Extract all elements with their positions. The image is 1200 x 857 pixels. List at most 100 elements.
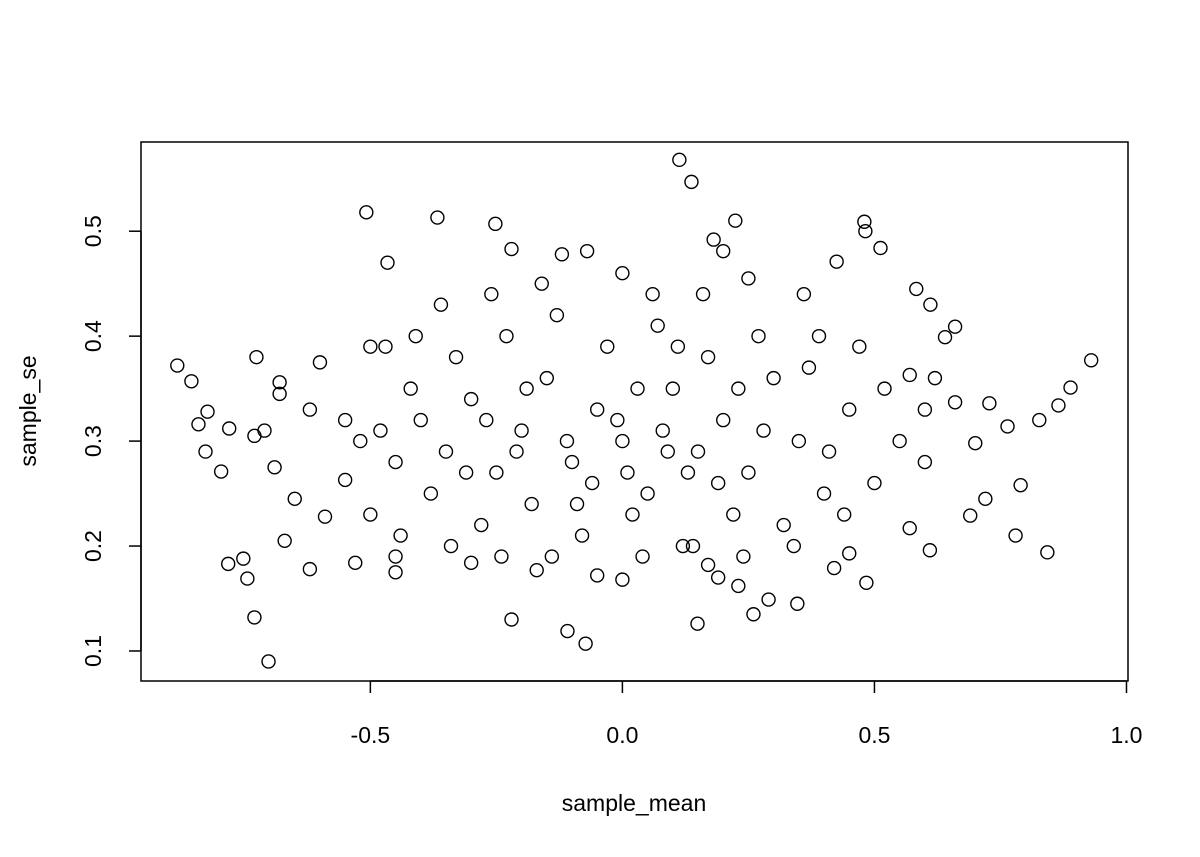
plot-box	[140, 141, 1129, 682]
point	[388, 549, 403, 564]
point	[610, 412, 625, 428]
point	[947, 319, 963, 334]
point	[257, 423, 272, 438]
point	[564, 454, 580, 470]
point	[378, 339, 393, 354]
point	[922, 543, 938, 558]
point	[982, 396, 997, 411]
point	[312, 355, 328, 370]
point	[655, 423, 670, 438]
point	[756, 423, 771, 438]
point	[867, 475, 882, 491]
point	[423, 486, 439, 501]
point	[726, 507, 741, 522]
point	[359, 205, 374, 220]
point	[706, 232, 721, 247]
point	[700, 349, 716, 365]
point	[380, 255, 395, 270]
point	[968, 435, 983, 451]
x-tick-label: 1.0	[1110, 722, 1142, 748]
point	[615, 433, 630, 449]
point	[222, 421, 237, 436]
point	[816, 486, 832, 501]
point	[236, 551, 251, 566]
x-tick-label: 0.5	[858, 722, 890, 748]
point	[578, 636, 593, 651]
point	[302, 561, 318, 577]
point	[363, 339, 378, 354]
point	[776, 517, 791, 533]
point	[388, 565, 403, 580]
point	[963, 508, 978, 523]
point	[684, 174, 699, 190]
point	[690, 616, 705, 631]
point	[408, 328, 423, 344]
point	[363, 507, 378, 522]
point	[393, 528, 408, 543]
point	[892, 433, 907, 449]
point	[1008, 528, 1023, 543]
point	[474, 517, 489, 533]
point	[443, 538, 459, 554]
point	[736, 549, 751, 564]
point	[272, 386, 287, 402]
y-tick-label: 0.5	[80, 215, 106, 247]
point	[790, 596, 805, 611]
point	[549, 307, 565, 323]
point	[569, 496, 585, 512]
point	[1040, 545, 1055, 560]
point	[191, 417, 206, 432]
point	[458, 465, 474, 480]
point	[665, 381, 681, 396]
point	[645, 286, 660, 302]
point	[1013, 477, 1028, 493]
point	[695, 286, 711, 302]
point	[615, 572, 630, 587]
point	[716, 412, 731, 428]
point	[479, 412, 494, 428]
point	[1084, 353, 1099, 368]
point	[524, 496, 539, 512]
point	[534, 276, 549, 291]
point	[700, 557, 716, 573]
point	[751, 328, 766, 344]
y-tick-label: 0.2	[80, 530, 106, 562]
point	[842, 546, 857, 561]
point	[801, 360, 817, 375]
point	[690, 444, 706, 459]
point	[811, 328, 827, 344]
point	[584, 475, 600, 491]
point	[852, 339, 867, 354]
point	[731, 578, 746, 594]
point	[514, 423, 529, 438]
point	[463, 555, 479, 571]
point	[927, 370, 943, 386]
point	[373, 423, 388, 438]
point	[728, 213, 743, 228]
point	[403, 381, 418, 396]
point	[249, 349, 264, 365]
point	[240, 571, 255, 586]
point	[746, 607, 761, 622]
x-axis-label: sample_mean	[562, 790, 706, 816]
point	[857, 214, 872, 229]
point	[670, 339, 686, 354]
y-tick-label: 0.3	[80, 425, 106, 457]
point	[685, 538, 701, 554]
point	[559, 433, 575, 449]
point	[640, 486, 655, 501]
point	[842, 402, 857, 417]
point	[620, 465, 635, 480]
y-axis-label: sample_se	[15, 355, 41, 466]
point	[267, 460, 282, 475]
point	[494, 549, 509, 564]
point	[660, 444, 675, 459]
point	[1063, 380, 1078, 395]
point	[766, 370, 781, 386]
point	[213, 464, 229, 479]
point	[504, 612, 519, 627]
point	[761, 592, 776, 607]
point	[877, 381, 892, 396]
point	[337, 472, 353, 488]
point	[529, 562, 544, 578]
